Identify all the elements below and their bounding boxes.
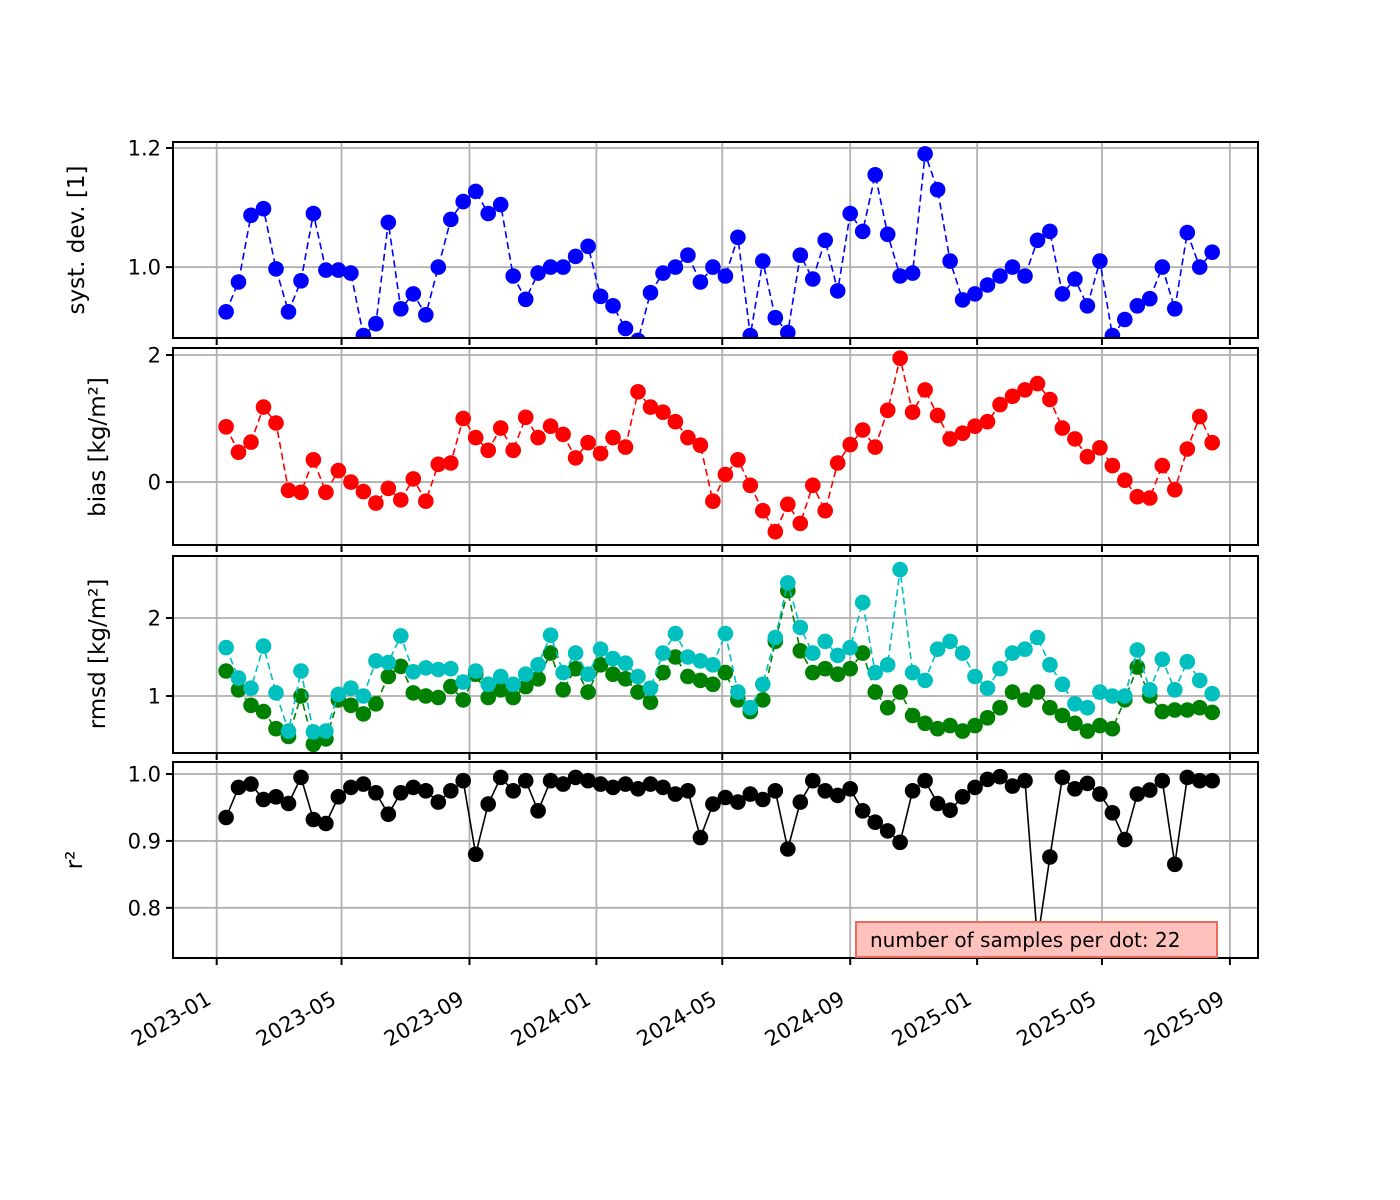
xtick-label: 2024-05 [633, 987, 721, 1052]
subplot-frame [172, 555, 1259, 754]
xtick-label: 2023-05 [252, 987, 340, 1052]
subplot-bias: 02 [148, 343, 1259, 552]
ytick-label: 1.0 [128, 256, 161, 280]
x-axis-labels: 2023-01 2023-05 2023-09 2024-01 2024-05 2024-… [127, 987, 1228, 1052]
series-rmsd_cyan-points [218, 561, 1220, 740]
ylabel-r2: r² [62, 850, 88, 870]
ytick-label: 2 [148, 607, 161, 631]
subplot-syst-dev: 1.0 1.2 [128, 136, 1259, 345]
ytick-label: 1.0 [128, 763, 161, 787]
series-syst_dev-line [225, 153, 1213, 338]
series-rmsd_green-points [218, 582, 1220, 753]
series-syst_dev-points [218, 146, 1220, 338]
xtick-label: 2024-09 [761, 987, 849, 1052]
xtick-label: 2023-01 [127, 987, 215, 1052]
ytick-label: 0 [148, 471, 161, 495]
xtick-label: 2025-05 [1012, 987, 1100, 1052]
samples-annotation: number of samples per dot: 22 [855, 921, 1218, 958]
subplot-frame [172, 141, 1259, 339]
ylabel-bias: bias [kg/m²] [85, 377, 111, 517]
ytick-label: 1.2 [128, 136, 161, 160]
xtick-label: 2025-01 [888, 987, 976, 1052]
subplot-rmsd: 12 [148, 555, 1259, 760]
ytick-label: 0.8 [128, 896, 161, 920]
subplot-frame [172, 347, 1259, 546]
ytick-label: 1 [148, 684, 161, 708]
ylabel-syst-dev: syst. dev. [1] [64, 165, 90, 315]
subplot-frame [172, 761, 1259, 959]
series-bias-line [225, 358, 1213, 534]
series-bias-points [218, 350, 1220, 540]
xtick-label: 2023-09 [380, 987, 468, 1052]
ytick-label: 0.9 [128, 829, 161, 853]
xtick-label: 2025-09 [1140, 987, 1228, 1052]
subplot-r2: 0.8 0.9 1.0 [128, 761, 1259, 965]
ytick-label: 2 [148, 343, 161, 367]
series-r2-points [218, 768, 1220, 949]
ylabel-rmsd: rmsd [kg/m²] [85, 578, 111, 730]
xtick-label: 2024-01 [507, 987, 595, 1052]
